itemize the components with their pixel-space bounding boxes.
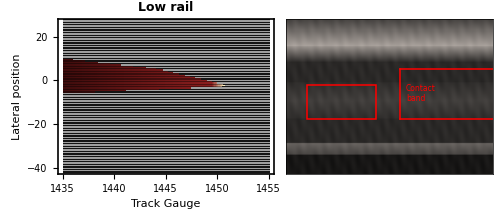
- X-axis label: Track Gauge: Track Gauge: [131, 200, 200, 209]
- Y-axis label: Lateral position: Lateral position: [12, 54, 22, 140]
- Text: Contact
band: Contact band: [406, 84, 436, 103]
- Title: Low rail: Low rail: [138, 1, 194, 14]
- Bar: [307, 85, 376, 119]
